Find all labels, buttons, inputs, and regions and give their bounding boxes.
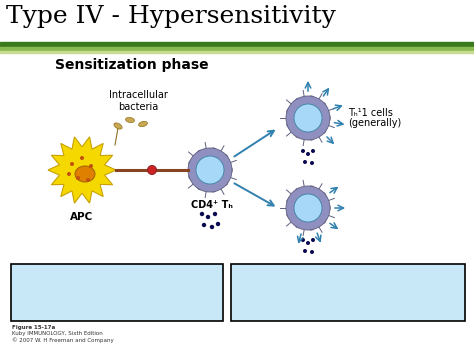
Circle shape (202, 223, 206, 227)
Text: Sensitization phase: Sensitization phase (55, 58, 209, 72)
Circle shape (310, 250, 314, 254)
Circle shape (86, 178, 90, 182)
Circle shape (308, 96, 315, 103)
Circle shape (308, 133, 315, 140)
Circle shape (308, 186, 315, 193)
Circle shape (210, 148, 217, 155)
Polygon shape (48, 137, 116, 203)
Circle shape (294, 194, 322, 222)
Text: DTH-mediating cells:: DTH-mediating cells: (286, 273, 410, 283)
Circle shape (70, 162, 74, 166)
Circle shape (189, 173, 196, 180)
Circle shape (286, 96, 330, 140)
Text: Intracellular
bacteria: Intracellular bacteria (109, 90, 167, 111)
Circle shape (286, 186, 330, 230)
Ellipse shape (126, 118, 135, 122)
Circle shape (210, 185, 217, 192)
Circle shape (301, 238, 305, 242)
Circle shape (80, 156, 84, 160)
Circle shape (323, 115, 330, 121)
Circle shape (303, 249, 307, 253)
Text: APC: APC (70, 212, 94, 222)
Circle shape (287, 121, 294, 128)
Circle shape (311, 149, 315, 153)
Circle shape (89, 164, 93, 168)
Circle shape (306, 152, 310, 156)
Circle shape (287, 198, 294, 205)
Text: Tₕ¹1 cells: Tₕ¹1 cells (348, 108, 393, 118)
Bar (0, 47, 474, 50)
Circle shape (206, 215, 210, 219)
Circle shape (197, 183, 204, 190)
Circle shape (196, 156, 224, 184)
Circle shape (221, 179, 228, 186)
Circle shape (216, 222, 220, 226)
Circle shape (200, 212, 204, 216)
Circle shape (210, 225, 214, 229)
FancyBboxPatch shape (231, 264, 465, 321)
Circle shape (295, 131, 302, 138)
Circle shape (319, 127, 326, 134)
Text: Kuby IMMUNOLOGY, Sixth Edition: Kuby IMMUNOLOGY, Sixth Edition (12, 331, 103, 336)
Bar (0, 42, 474, 46)
Circle shape (306, 241, 310, 245)
Text: Antigen-presenting: Antigen-presenting (60, 273, 174, 283)
Text: © 2007 W. H Freeman and Company: © 2007 W. H Freeman and Company (12, 337, 114, 343)
Circle shape (319, 102, 326, 109)
Bar (0, 51, 474, 53)
Text: CD8 cells occasionally: CD8 cells occasionally (283, 299, 413, 309)
Text: cells: Macrophages: cells: Macrophages (60, 286, 173, 296)
Ellipse shape (75, 166, 95, 182)
Circle shape (301, 149, 305, 153)
Circle shape (287, 211, 294, 218)
Circle shape (295, 98, 302, 105)
Circle shape (197, 150, 204, 157)
Text: Langerhans cells: Langerhans cells (67, 299, 167, 309)
Circle shape (310, 161, 314, 165)
Circle shape (67, 172, 71, 176)
Circle shape (213, 212, 217, 216)
Ellipse shape (114, 123, 122, 129)
Circle shape (319, 217, 326, 224)
Circle shape (294, 104, 322, 132)
Circle shape (147, 165, 156, 175)
Circle shape (189, 160, 196, 167)
Circle shape (295, 188, 302, 195)
Ellipse shape (138, 121, 147, 127)
Text: Type IV - Hypersensitivity: Type IV - Hypersensitivity (6, 5, 336, 28)
Text: Figure 15-17a: Figure 15-17a (12, 325, 55, 330)
Text: Tₕ¹1 cells generally: Tₕ¹1 cells generally (292, 286, 405, 296)
Circle shape (323, 204, 330, 212)
FancyBboxPatch shape (11, 264, 223, 321)
Text: CD4⁺ Tₕ: CD4⁺ Tₕ (191, 200, 233, 210)
Circle shape (226, 166, 233, 174)
Circle shape (308, 223, 315, 230)
Circle shape (188, 148, 232, 192)
Circle shape (221, 154, 228, 161)
Circle shape (303, 160, 307, 164)
Circle shape (76, 176, 80, 180)
Text: (generally): (generally) (348, 118, 401, 128)
Circle shape (287, 108, 294, 115)
Circle shape (319, 192, 326, 199)
Circle shape (311, 238, 315, 242)
Circle shape (295, 221, 302, 228)
